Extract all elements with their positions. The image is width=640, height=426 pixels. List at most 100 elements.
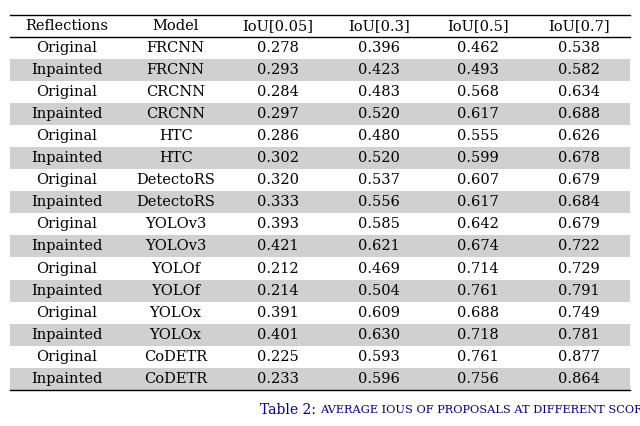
Text: 0.423: 0.423 <box>358 63 400 77</box>
Text: Original: Original <box>36 217 97 231</box>
Text: 0.568: 0.568 <box>458 85 499 99</box>
Text: Original: Original <box>36 305 97 320</box>
Text: 0.297: 0.297 <box>257 107 299 121</box>
Bar <box>10 324 630 345</box>
Text: 0.333: 0.333 <box>257 196 299 209</box>
Text: 0.679: 0.679 <box>558 217 600 231</box>
Text: Reflections: Reflections <box>26 19 109 33</box>
Bar <box>10 59 630 81</box>
Text: IoU[0.3]: IoU[0.3] <box>348 19 410 33</box>
Text: 0.582: 0.582 <box>558 63 600 77</box>
Text: 0.462: 0.462 <box>458 41 499 55</box>
Text: 0.596: 0.596 <box>358 372 400 386</box>
Text: Original: Original <box>36 173 97 187</box>
Text: 0.293: 0.293 <box>257 63 299 77</box>
Text: 0.286: 0.286 <box>257 129 299 143</box>
Text: Inpainted: Inpainted <box>31 196 102 209</box>
Text: YOLOx: YOLOx <box>150 328 202 342</box>
Text: 0.212: 0.212 <box>257 262 299 276</box>
Text: AVERAGE IOUS OF PROPOSALS AT DIFFERENT SCORE THRESHOLDS: AVERAGE IOUS OF PROPOSALS AT DIFFERENT S… <box>320 405 640 415</box>
Text: 0.621: 0.621 <box>358 239 400 253</box>
Text: 0.585: 0.585 <box>358 217 400 231</box>
Text: HTC: HTC <box>159 151 193 165</box>
Text: 0.864: 0.864 <box>558 372 600 386</box>
Bar <box>10 191 630 213</box>
Text: 0.284: 0.284 <box>257 85 299 99</box>
Text: Original: Original <box>36 350 97 364</box>
Text: IoU[0.05]: IoU[0.05] <box>243 19 314 33</box>
Text: 0.714: 0.714 <box>458 262 499 276</box>
Bar <box>10 279 630 302</box>
Text: YOLOf: YOLOf <box>151 284 200 297</box>
Text: CRCNN: CRCNN <box>146 85 205 99</box>
Text: 0.630: 0.630 <box>358 328 400 342</box>
Text: YOLOx: YOLOx <box>150 305 202 320</box>
Text: DetectoRS: DetectoRS <box>136 173 215 187</box>
Text: Inpainted: Inpainted <box>31 284 102 297</box>
Text: FRCNN: FRCNN <box>147 63 205 77</box>
Text: 0.393: 0.393 <box>257 217 299 231</box>
Bar <box>10 147 630 169</box>
Text: Model: Model <box>152 19 199 33</box>
Text: 0.642: 0.642 <box>458 217 499 231</box>
Text: 0.749: 0.749 <box>558 305 600 320</box>
Text: Inpainted: Inpainted <box>31 63 102 77</box>
Text: FRCNN: FRCNN <box>147 41 205 55</box>
Text: Original: Original <box>36 262 97 276</box>
Text: 0.214: 0.214 <box>257 284 299 297</box>
Text: 0.593: 0.593 <box>358 350 400 364</box>
Text: 0.278: 0.278 <box>257 41 299 55</box>
Text: 0.877: 0.877 <box>558 350 600 364</box>
Text: 0.756: 0.756 <box>458 372 499 386</box>
Text: Original: Original <box>36 41 97 55</box>
Text: CoDETR: CoDETR <box>144 372 207 386</box>
Text: 0.233: 0.233 <box>257 372 299 386</box>
Text: 0.483: 0.483 <box>358 85 400 99</box>
Text: YOLOv3: YOLOv3 <box>145 239 206 253</box>
Text: 0.421: 0.421 <box>257 239 299 253</box>
Text: 0.678: 0.678 <box>558 151 600 165</box>
Text: 0.684: 0.684 <box>558 196 600 209</box>
Bar <box>10 236 630 257</box>
Text: 0.781: 0.781 <box>558 328 600 342</box>
Bar <box>10 368 630 390</box>
Text: IoU[0.5]: IoU[0.5] <box>447 19 509 33</box>
Text: 0.401: 0.401 <box>257 328 299 342</box>
Text: 0.634: 0.634 <box>558 85 600 99</box>
Text: HTC: HTC <box>159 129 193 143</box>
Text: 0.729: 0.729 <box>558 262 600 276</box>
Text: DetectoRS: DetectoRS <box>136 196 215 209</box>
Text: 0.679: 0.679 <box>558 173 600 187</box>
Text: Original: Original <box>36 129 97 143</box>
Text: 0.791: 0.791 <box>558 284 600 297</box>
Text: Inpainted: Inpainted <box>31 107 102 121</box>
Text: 0.320: 0.320 <box>257 173 299 187</box>
Text: 0.617: 0.617 <box>458 196 499 209</box>
Text: 0.537: 0.537 <box>358 173 400 187</box>
Text: 0.617: 0.617 <box>458 107 499 121</box>
Text: 0.718: 0.718 <box>458 328 499 342</box>
Text: IoU[0.7]: IoU[0.7] <box>548 19 610 33</box>
Text: 0.555: 0.555 <box>458 129 499 143</box>
Text: 0.674: 0.674 <box>458 239 499 253</box>
Text: 0.761: 0.761 <box>458 284 499 297</box>
Text: Table 2:: Table 2: <box>260 403 320 417</box>
Text: CRCNN: CRCNN <box>146 107 205 121</box>
Text: 0.688: 0.688 <box>457 305 499 320</box>
Text: 0.225: 0.225 <box>257 350 299 364</box>
Text: Inpainted: Inpainted <box>31 239 102 253</box>
Bar <box>10 103 630 125</box>
Text: Inpainted: Inpainted <box>31 328 102 342</box>
Text: 0.302: 0.302 <box>257 151 299 165</box>
Text: 0.469: 0.469 <box>358 262 400 276</box>
Text: Original: Original <box>36 85 97 99</box>
Text: 0.493: 0.493 <box>458 63 499 77</box>
Text: 0.688: 0.688 <box>558 107 600 121</box>
Text: 0.520: 0.520 <box>358 107 400 121</box>
Text: YOLOf: YOLOf <box>151 262 200 276</box>
Text: 0.626: 0.626 <box>558 129 600 143</box>
Text: 0.538: 0.538 <box>558 41 600 55</box>
Text: 0.607: 0.607 <box>458 173 499 187</box>
Text: 0.520: 0.520 <box>358 151 400 165</box>
Text: 0.504: 0.504 <box>358 284 400 297</box>
